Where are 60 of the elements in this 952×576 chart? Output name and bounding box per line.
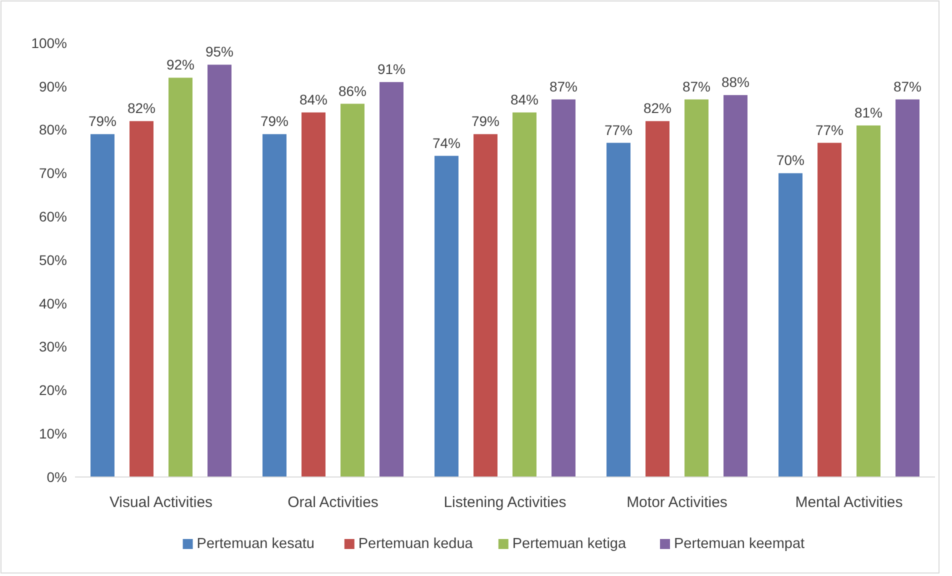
bar [262,134,286,477]
bar [818,142,842,477]
data-label: 95% [205,44,234,60]
data-label: 84% [510,91,539,108]
data-label: 82% [127,100,156,116]
bar [340,104,364,477]
data-label: 84% [299,91,328,108]
data-label: 88% [721,74,750,90]
legend-label: Pertemuan ketiga [512,536,627,552]
x-tick-label: Motor Activities [626,494,728,511]
legend-label: Pertemuan kesatu [196,536,314,552]
data-label: 87% [682,78,711,94]
bar [896,99,920,477]
data-label: 79% [88,113,117,130]
legend-label: Pertemuan keempat [674,536,805,552]
y-tick-label: 10% [38,426,67,442]
bar [512,112,536,477]
data-label: 91% [377,61,406,78]
bar [168,78,192,477]
y-tick-label: 40% [38,295,67,312]
data-label: 82% [643,100,672,116]
bar [434,156,458,477]
bar [474,134,498,477]
bar [646,121,670,477]
bar [302,112,326,477]
data-label: 86% [338,82,367,99]
y-tick-label: 50% [38,252,67,268]
bar [90,134,114,477]
x-tick-label: Oral Activities [288,494,378,511]
data-label: 74% [432,134,461,151]
y-tick-label: 60% [38,208,67,224]
bar [130,121,154,477]
bar [724,95,748,477]
y-tick-label: 70% [38,165,67,182]
data-label: 81% [854,104,883,120]
data-label: 87% [893,78,922,94]
data-label: 79% [260,113,289,130]
data-label: 92% [166,56,195,73]
bar [380,82,404,477]
y-tick-label: 90% [38,78,67,94]
x-tick-label: Visual Activities [109,494,213,511]
data-label: 77% [815,122,844,138]
legend-label: Pertemuan kedua [358,536,474,552]
data-label: 77% [604,122,633,138]
bar [606,142,630,477]
bar [856,125,880,477]
data-label: 70% [776,152,805,168]
x-tick-label: Listening Activities [444,494,566,511]
bar [778,173,802,477]
data-label: 87% [549,78,578,94]
y-tick-label: 100% [31,34,67,51]
bar [552,99,576,477]
y-tick-label: 0% [46,468,67,485]
bar [208,64,232,477]
x-tick-label: Mental Activities [795,494,903,511]
y-tick-label: 20% [38,382,67,398]
y-tick-label: 80% [38,122,67,138]
data-label: 79% [471,113,500,130]
y-tick-label: 30% [38,338,67,355]
bar [684,99,708,477]
